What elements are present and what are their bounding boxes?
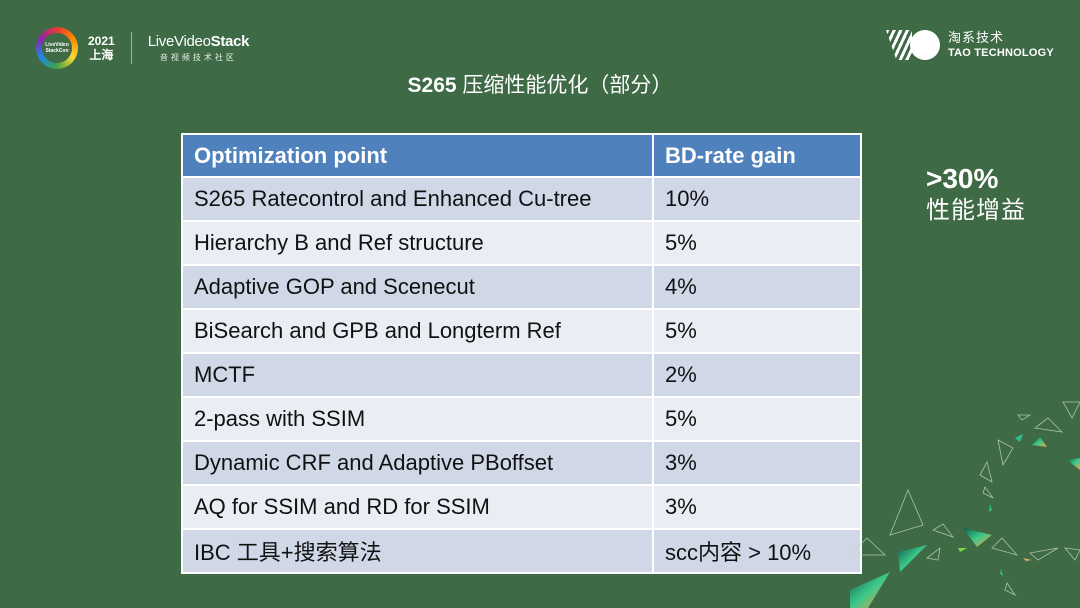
- table-row: Dynamic CRF and Adaptive PBoffset 3%: [181, 440, 862, 486]
- bd-rate-gain-cell: 5%: [652, 308, 862, 354]
- optimization-point-cell: MCTF: [181, 352, 654, 398]
- slide-title-rest: 压缩性能优化（部分）: [456, 74, 673, 97]
- livevideostack-logo: LiveVideoStack 音视频技术社区: [147, 32, 250, 63]
- event-year-city: 2021 上海: [88, 34, 115, 62]
- decorative-triangles-icon: [850, 401, 1080, 608]
- bd-rate-gain-cell: 2%: [652, 352, 862, 398]
- bd-rate-gain-cell: 5%: [652, 220, 862, 266]
- optimization-point-cell: Hierarchy B and Ref structure: [181, 220, 654, 266]
- optimization-point-cell: AQ for SSIM and RD for SSIM: [181, 484, 654, 530]
- table-row: BiSearch and GPB and Longterm Ref 5%: [181, 308, 862, 354]
- bd-rate-gain-cell: scc内容 > 10%: [652, 528, 862, 574]
- ring-text-line2: StackCon: [45, 48, 69, 54]
- bd-rate-gain-cell: 5%: [652, 396, 862, 442]
- performance-callout: >30% 性能增益: [926, 162, 1026, 226]
- slide-title: S265 压缩性能优化（部分）: [0, 72, 1080, 100]
- column-header-optimization-point: Optimization point: [181, 133, 654, 178]
- table-header-row: Optimization point BD-rate gain: [181, 133, 862, 178]
- table-row: Hierarchy B and Ref structure 5%: [181, 220, 862, 266]
- tao-mark-icon: [886, 30, 940, 60]
- optimization-point-cell: IBC 工具+搜索算法: [181, 528, 654, 574]
- bd-rate-gain-cell: 3%: [652, 440, 862, 486]
- table-row: Adaptive GOP and Scenecut 4%: [181, 264, 862, 310]
- community-name-suffix: Stack: [210, 32, 250, 50]
- tao-logo-cn: 淘系技术: [948, 30, 1005, 45]
- optimization-point-cell: Dynamic CRF and Adaptive PBoffset: [181, 440, 654, 486]
- tao-technology-logo: 淘系技术 TAO TECHNOLOGY: [886, 30, 1054, 60]
- column-header-bd-rate-gain: BD-rate gain: [652, 133, 862, 178]
- livevideostackcon-logo: LiveVideo StackCon 2021 上海 LiveVideoStac…: [36, 27, 249, 69]
- optimization-point-cell: Adaptive GOP and Scenecut: [181, 264, 654, 310]
- event-year: 2021: [88, 34, 115, 48]
- bd-rate-gain-cell: 10%: [652, 176, 862, 222]
- optimization-point-cell: S265 Ratecontrol and Enhanced Cu-tree: [181, 176, 654, 222]
- ring-text-line1: LiveVideo: [45, 42, 69, 48]
- event-city: 上海: [89, 48, 114, 62]
- community-subtitle: 音视频技术社区: [159, 52, 237, 62]
- table-row: S265 Ratecontrol and Enhanced Cu-tree 10…: [181, 176, 862, 222]
- slide-title-bold: S265: [407, 74, 457, 97]
- table-row: 2-pass with SSIM 5%: [181, 396, 862, 442]
- optimization-point-cell: 2-pass with SSIM: [181, 396, 654, 442]
- callout-value: >30%: [926, 163, 999, 194]
- bd-rate-gain-cell: 4%: [652, 264, 862, 310]
- tao-logo-en: TAO TECHNOLOGY: [948, 47, 1054, 59]
- logo-divider: [130, 32, 132, 64]
- optimization-table: Optimization point BD-rate gain S265 Rat…: [181, 133, 862, 574]
- bd-rate-gain-cell: 3%: [652, 484, 862, 530]
- optimization-point-cell: BiSearch and GPB and Longterm Ref: [181, 308, 654, 354]
- community-name-prefix: LiveVideo: [147, 32, 211, 50]
- rainbow-ring-icon: LiveVideo StackCon: [36, 27, 78, 69]
- table-row: MCTF 2%: [181, 352, 862, 398]
- table-row: AQ for SSIM and RD for SSIM 3%: [181, 484, 862, 530]
- callout-label: 性能增益: [926, 197, 1026, 224]
- table-row: IBC 工具+搜索算法 scc内容 > 10%: [181, 528, 862, 574]
